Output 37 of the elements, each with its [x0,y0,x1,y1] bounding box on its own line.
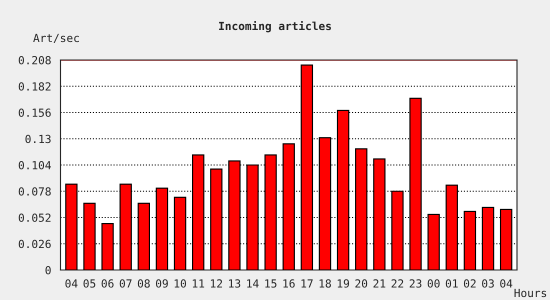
chart-title: Incoming articles [219,20,331,32]
y-tick-label: 0 [46,266,51,274]
x-tick-label: 06 [102,279,114,288]
y-tick-label: 0.13 [25,134,51,144]
x-tick-label: 04 [65,279,78,288]
x-tick-label: 23 [410,279,422,288]
x-tick-label: 16 [283,279,295,288]
x-tick-label: 08 [138,279,150,288]
x-tick-label: 01 [446,279,458,288]
x-tick-label: 05 [84,279,96,288]
x-axis-title: Hours [514,288,546,298]
y-tick-label: 0.026 [18,240,51,248]
x-tick-label: 15 [265,279,276,288]
y-tick-label: 0.182 [18,82,51,91]
x-tick-label: 12 [210,279,222,288]
x-tick-label: 03 [482,279,494,288]
x-tick-label: 09 [156,279,168,288]
y-tick-label: 0.156 [18,108,51,117]
x-tick-label: 07 [120,279,132,288]
x-tick-label: 04 [500,279,512,288]
x-tick-label: 14 [247,279,259,288]
y-tick-label: 0.104 [18,161,51,170]
x-tick-label: 10 [174,279,186,288]
x-tick-label: 17 [302,279,313,288]
x-tick-label: 19 [338,279,350,288]
x-tick-label: 20 [355,279,368,288]
y-tick-label: 0.208 [18,56,51,64]
x-tick-label: 00 [428,279,440,288]
x-tick-label: 22 [392,279,404,288]
y-axis-title: Art/sec [33,34,79,44]
x-tick-label: 21 [373,279,386,288]
y-tick-label: 0.078 [18,187,51,196]
y-tick-label: 0.052 [18,214,51,222]
x-tick-label: 11 [192,279,204,288]
x-tick-label: 02 [464,279,476,288]
x-tick-label: 18 [320,279,331,288]
x-tick-label: 13 [229,279,240,288]
